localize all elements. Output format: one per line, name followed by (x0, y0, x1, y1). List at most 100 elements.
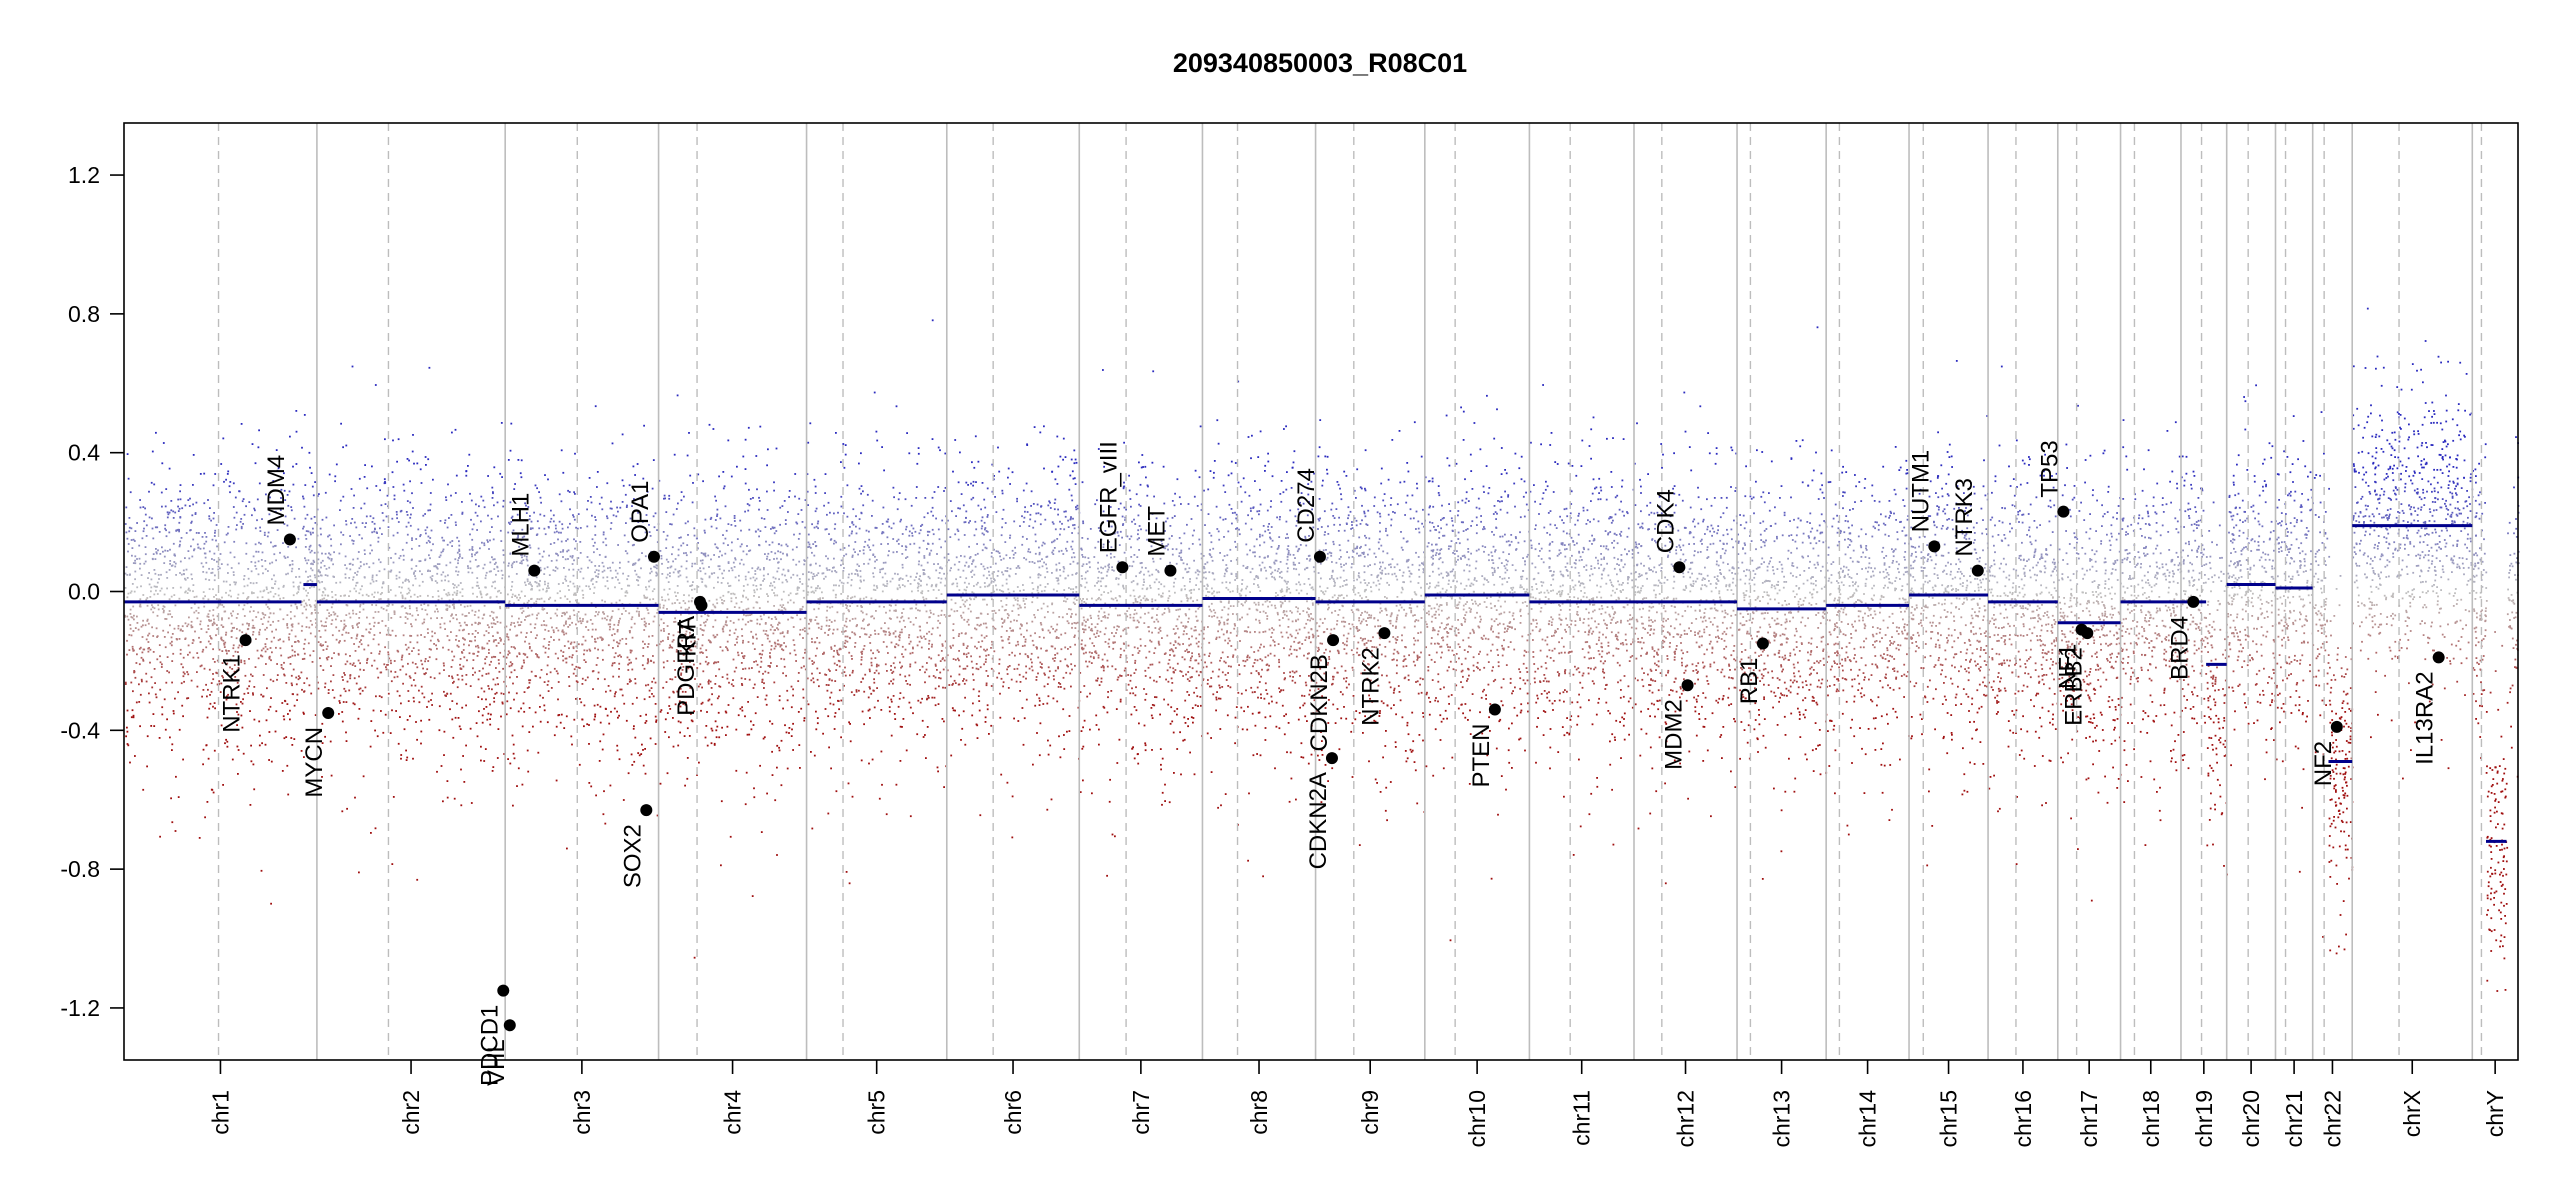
probe-point (659, 710, 662, 713)
probe-point (887, 554, 890, 557)
probe-point (873, 567, 876, 569)
probe-point (214, 574, 216, 577)
probe-point (436, 617, 438, 619)
probe-point (338, 713, 340, 715)
probe-point (420, 719, 422, 722)
probe-point (302, 495, 304, 498)
probe-point (358, 871, 360, 874)
probe-point (214, 529, 217, 532)
probe-point (524, 584, 527, 586)
probe-point (488, 648, 490, 651)
probe-point (674, 591, 676, 594)
probe-point (406, 592, 409, 595)
probe-point (513, 488, 516, 490)
probe-point (613, 633, 616, 635)
probe-point (237, 651, 239, 653)
probe-point (344, 564, 346, 566)
probe-point (909, 652, 912, 655)
probe-point (208, 619, 210, 621)
probe-point (627, 575, 630, 577)
probe-point (208, 609, 211, 612)
probe-point (892, 522, 895, 525)
probe-point (873, 672, 876, 674)
probe-point (442, 646, 444, 649)
probe-point (428, 648, 431, 650)
probe-point (372, 638, 375, 641)
probe-point (457, 562, 459, 565)
probe-point (755, 585, 758, 587)
probe-point (766, 637, 769, 640)
probe-point (543, 624, 546, 626)
probe-point (854, 642, 857, 644)
probe-point (216, 683, 219, 686)
probe-point (506, 633, 509, 636)
probe-point (699, 567, 701, 570)
probe-point (222, 639, 225, 642)
probe-point (584, 613, 587, 616)
probe-point (943, 614, 946, 616)
probe-point (465, 470, 468, 472)
probe-point (581, 718, 584, 721)
probe-point (247, 568, 250, 570)
probe-point (862, 490, 864, 493)
probe-point (510, 564, 513, 567)
probe-point (773, 641, 776, 644)
probe-point (708, 423, 711, 426)
probe-point (578, 585, 581, 588)
probe-point (598, 760, 601, 762)
probe-point (469, 685, 472, 687)
probe-point (443, 754, 445, 756)
probe-point (467, 571, 470, 574)
probe-point (904, 498, 907, 501)
probe-point (488, 626, 490, 629)
probe-point (474, 671, 476, 674)
probe-point (689, 551, 692, 554)
probe-point (310, 692, 313, 695)
probe-point (389, 659, 392, 662)
probe-point (411, 450, 414, 453)
probe-point (179, 516, 182, 518)
probe-point (260, 618, 263, 620)
probe-point (816, 574, 818, 577)
probe-point (737, 654, 740, 657)
probe-point (349, 568, 352, 571)
probe-point (591, 538, 594, 541)
probe-point (604, 556, 607, 558)
probe-point (616, 506, 618, 509)
probe-point (187, 673, 190, 676)
probe-point (225, 533, 228, 536)
probe-point (901, 553, 904, 555)
probe-point (570, 641, 573, 644)
probe-point (916, 586, 919, 589)
probe-point (472, 674, 474, 676)
probe-point (253, 718, 256, 721)
probe-point (648, 635, 650, 638)
probe-point (451, 540, 454, 542)
probe-point (547, 690, 550, 692)
probe-point (547, 585, 549, 587)
probe-point (926, 561, 929, 564)
probe-point (221, 675, 224, 677)
probe-point (251, 591, 253, 594)
probe-point (644, 748, 646, 750)
probe-point (444, 575, 447, 578)
probe-point (392, 561, 395, 564)
probe-point (602, 658, 604, 661)
probe-point (255, 567, 258, 570)
probe-point (210, 637, 212, 639)
probe-point (371, 576, 374, 579)
probe-point (618, 668, 620, 670)
probe-point (780, 609, 783, 612)
probe-point (406, 500, 409, 502)
probe-point (490, 713, 492, 716)
probe-point (258, 633, 261, 636)
probe-point (624, 591, 627, 594)
probe-point (773, 586, 776, 589)
probe-point (516, 513, 519, 516)
probe-point (922, 572, 925, 574)
probe-point (227, 572, 229, 574)
probe-point (466, 659, 468, 662)
probe-point (647, 683, 650, 686)
probe-point (721, 554, 723, 557)
probe-point (510, 521, 513, 523)
